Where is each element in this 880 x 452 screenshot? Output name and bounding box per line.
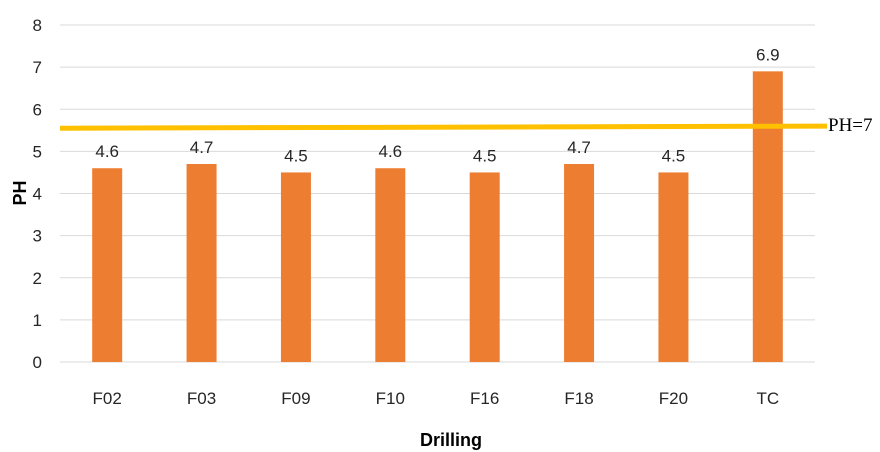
data-label: 4.5 <box>473 146 497 165</box>
y-tick-label: 2 <box>33 269 42 288</box>
gridlines <box>60 24 815 363</box>
bar-f20 <box>658 172 689 362</box>
bar-f16 <box>469 172 500 362</box>
y-axis-title: PH <box>10 180 30 205</box>
x-tick-label: F02 <box>93 389 122 408</box>
bars <box>92 71 783 363</box>
bar-f02 <box>92 168 123 362</box>
y-tick-label: 4 <box>33 185 42 204</box>
bar-f18 <box>564 164 595 362</box>
bar-f09 <box>280 172 311 362</box>
y-tick-label: 0 <box>33 353 42 372</box>
x-tick-label: F16 <box>470 389 499 408</box>
reference-line <box>59 123 828 131</box>
bar-tc <box>752 71 783 363</box>
x-tick-label: F03 <box>187 389 216 408</box>
y-tick-label: 3 <box>33 227 42 246</box>
x-tick-label: F10 <box>376 389 405 408</box>
y-tick-label: 6 <box>33 100 42 119</box>
y-tick-label: 5 <box>33 142 42 161</box>
x-axis-title: Drilling <box>420 430 482 450</box>
bar-f03 <box>186 164 217 362</box>
x-axis-ticks: F02 F03 F09 F10 F16 F18 F20 TC <box>93 389 780 408</box>
data-labels: 4.6 4.7 4.5 4.6 4.5 4.7 4.5 6.9 <box>95 45 779 165</box>
data-label: 4.7 <box>190 138 214 157</box>
y-tick-label: 7 <box>33 58 42 77</box>
bar-f10 <box>375 168 406 362</box>
x-tick-label: F18 <box>564 389 593 408</box>
reference-line-label: PH=7 <box>828 115 873 136</box>
y-tick-label: 1 <box>33 311 42 330</box>
x-tick-label: F20 <box>659 389 688 408</box>
data-label: 4.5 <box>662 146 686 165</box>
x-tick-label: TC <box>756 389 779 408</box>
data-label: 4.6 <box>378 142 402 161</box>
y-axis-ticks: 0 1 2 3 4 5 6 7 8 <box>33 16 42 372</box>
data-label: 4.7 <box>567 138 591 157</box>
x-tick-label: F09 <box>281 389 310 408</box>
data-label: 4.6 <box>95 142 119 161</box>
data-label: 6.9 <box>756 45 780 64</box>
y-tick-label: 8 <box>33 16 42 35</box>
data-label: 4.5 <box>284 146 308 165</box>
